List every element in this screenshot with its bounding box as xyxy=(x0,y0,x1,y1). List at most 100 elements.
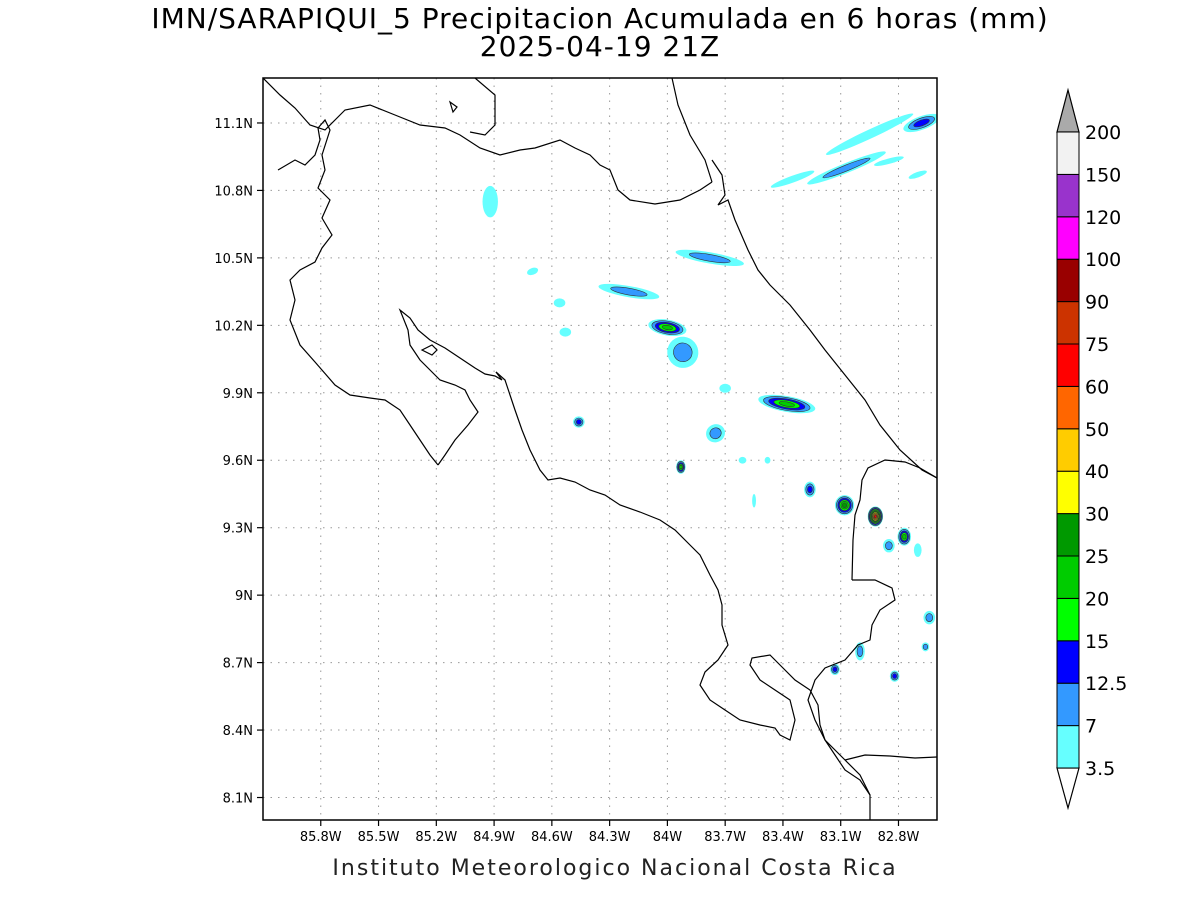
colorbar-label: 75 xyxy=(1085,334,1109,356)
precip-contour xyxy=(688,252,731,264)
precip-contour xyxy=(908,170,927,179)
precipitation-cells xyxy=(482,113,937,682)
precip-contour xyxy=(778,401,795,407)
colorbar-swatch xyxy=(1056,682,1080,727)
precip-cell xyxy=(923,610,936,625)
precip-contour xyxy=(738,456,747,464)
precip-contour xyxy=(576,419,582,425)
precip-contour xyxy=(673,342,693,362)
precip-cell xyxy=(913,543,922,557)
colorbar-swatch xyxy=(1056,301,1080,345)
precip-cell xyxy=(834,495,855,516)
precip-contour xyxy=(610,286,648,297)
precip-contour xyxy=(553,298,566,308)
precip-cell xyxy=(770,170,815,188)
precip-contour xyxy=(913,118,930,128)
precip-cell xyxy=(676,460,686,474)
colorbar-swatch xyxy=(1056,131,1080,175)
colorbar-label: 120 xyxy=(1085,207,1121,229)
y-tick-label: 11.1N xyxy=(214,117,253,132)
precip-cell xyxy=(855,642,865,661)
colorbar-swatch xyxy=(1056,258,1080,303)
y-tick-label: 8.7N xyxy=(223,657,253,672)
precip-cell xyxy=(867,506,884,527)
osa-inner xyxy=(844,754,937,761)
precip-cell xyxy=(598,283,660,300)
precip-cell xyxy=(830,663,840,675)
colorbar-swatch xyxy=(1056,640,1080,684)
precip-cell xyxy=(921,642,930,652)
precip-cell xyxy=(752,493,756,508)
precip-contour xyxy=(807,485,813,494)
colorbar-label: 30 xyxy=(1085,504,1109,526)
precip-contour xyxy=(873,156,904,166)
colorbar-swatch xyxy=(1056,173,1080,218)
precip-contour xyxy=(752,493,756,508)
precip-contour xyxy=(892,673,897,679)
precip-cell xyxy=(889,670,900,682)
y-tick-label: 9.6N xyxy=(223,454,253,469)
x-tick-label: 84W xyxy=(653,830,683,845)
precip-contour xyxy=(873,514,877,519)
y-tick-label: 9N xyxy=(235,589,253,604)
precip-cell xyxy=(807,151,886,185)
footer-credit: Instituto Meteorologico Nacional Costa R… xyxy=(332,856,898,881)
nicoya-peninsula-west xyxy=(277,118,439,466)
colorbar-label: 100 xyxy=(1085,249,1121,271)
precip-cell xyxy=(553,298,566,308)
colorbar-label: 3.5 xyxy=(1085,758,1115,780)
precip-contour xyxy=(527,267,539,276)
y-tick-label: 10.5N xyxy=(214,252,253,267)
colorbar-label: 12.5 xyxy=(1085,673,1127,695)
precip-contour xyxy=(885,541,893,551)
y-tick-label: 10.8N xyxy=(214,184,253,199)
precip-cell xyxy=(559,327,572,337)
precip-contour xyxy=(822,157,871,179)
costa-rica-panama-border xyxy=(851,459,937,581)
x-tick-label: 83.7W xyxy=(704,830,746,845)
precip-contour xyxy=(482,185,498,218)
colorbar-swatch xyxy=(1056,513,1080,557)
precip-cell xyxy=(804,481,816,498)
x-tick-label: 85.8W xyxy=(300,830,342,845)
y-tick-label: 8.1N xyxy=(223,792,253,807)
precip-contour xyxy=(770,170,815,188)
x-tick-label: 84.6W xyxy=(531,830,573,845)
precip-contour xyxy=(856,645,864,658)
colorbar-swatch xyxy=(1056,555,1080,599)
colorbar-swatch xyxy=(1056,343,1080,387)
y-tick-label: 8.4N xyxy=(223,724,253,739)
colorbar-label: 7 xyxy=(1085,716,1097,738)
precip-contour xyxy=(925,613,934,622)
precip-cell xyxy=(482,185,498,218)
precip-cell xyxy=(908,170,927,179)
precip-cell xyxy=(903,113,937,133)
lake-islet xyxy=(448,100,458,114)
y-tick-label: 10.2N xyxy=(214,319,253,334)
precip-cell xyxy=(573,416,585,428)
colorbar-swatch xyxy=(1056,470,1080,515)
precip-contour xyxy=(913,543,922,557)
precip-cell xyxy=(527,267,539,276)
precip-contour xyxy=(709,427,722,440)
precip-cell xyxy=(667,336,699,368)
coastline-and-borders xyxy=(263,78,937,820)
nicoya-gulf-shore xyxy=(398,308,503,466)
x-tick-label: 84.9W xyxy=(473,830,515,845)
precip-contour xyxy=(832,666,838,673)
colorbar: 3.5 7 12.5 15 20 25 30 40 50 60 75 90 100 120 150 200 xyxy=(1056,87,1127,811)
gulf-island xyxy=(420,344,438,356)
latitude-axis: 11.1N 10.8N 10.5N 10.2N 9.9N 9.6N 9.3N 9N 8.7N 8.… xyxy=(214,117,263,807)
panama-east-coast xyxy=(807,579,896,820)
colorbar-swatch xyxy=(1056,385,1080,430)
colorbar-swatch xyxy=(1056,597,1080,642)
precip-contour xyxy=(661,324,673,331)
precip-cell xyxy=(738,456,747,464)
precip-contour xyxy=(764,456,771,464)
precip-cell xyxy=(675,249,744,267)
precip-cell xyxy=(883,538,895,553)
map-frame xyxy=(262,77,938,821)
colorbar-label: 200 xyxy=(1085,122,1121,144)
colorbar-label: 60 xyxy=(1085,376,1109,398)
